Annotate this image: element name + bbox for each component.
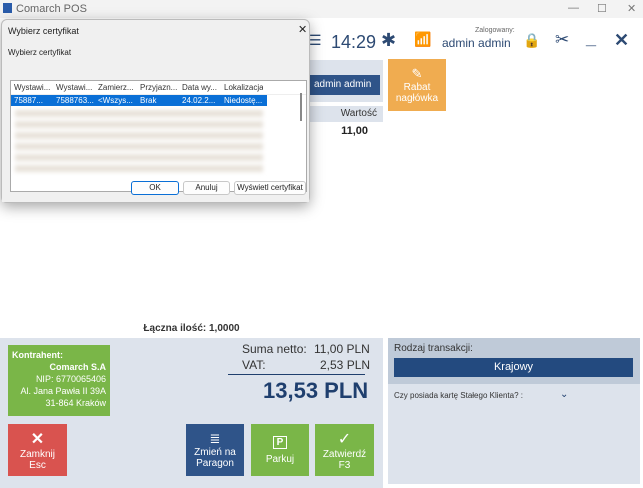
column-header[interactable]: Zamierz...: [98, 83, 134, 92]
change-label: Zmień na: [194, 447, 236, 458]
dialog-close-icon[interactable]: ✕: [298, 24, 308, 36]
rabat-naglowka-button[interactable]: ✎ Rabat nagłówka: [388, 59, 446, 111]
signal-icon[interactable]: 📶: [414, 31, 432, 47]
transaction-label: Rodzaj transakcji:: [394, 343, 473, 354]
tools-icon[interactable]: ✂: [555, 30, 570, 49]
column-header[interactable]: Wystawi...: [14, 83, 51, 92]
x-icon: ✕: [30, 431, 45, 448]
change-to-receipt-button[interactable]: ≣ Zmień na Paragon: [186, 424, 244, 476]
menu-icon[interactable]: ☰: [309, 32, 322, 48]
row-value[interactable]: 11,00: [341, 125, 368, 137]
user-panel: admin admin: [305, 60, 383, 102]
lock-icon[interactable]: 🔒: [523, 32, 541, 48]
contractor-address: Al. Jana Pawła II 39A: [20, 386, 106, 396]
maximize-window-button[interactable]: ☐: [597, 3, 607, 15]
cell: 7588763...: [56, 96, 94, 105]
document-icon: ≣: [209, 431, 221, 446]
contractor-label: Kontrahent:: [12, 350, 63, 360]
close-button[interactable]: ✕ Zamknij Esc: [8, 424, 67, 476]
change-label-2: Paragon: [196, 458, 234, 469]
col-value-header: Wartość: [305, 106, 383, 122]
app-titlebar: Comarch POS — ☐ ✕: [0, 0, 643, 18]
total-qty-label: Łączna ilość:: [143, 323, 207, 334]
park-button[interactable]: P Parkuj: [251, 424, 309, 476]
loyalty-card-label: Czy posiada kartę Stałego Klienta? :: [394, 391, 523, 400]
transaction-panel: Rodzaj transakcji: Krajowy Czy posiada k…: [388, 338, 640, 484]
summary-panel: Kontrahent: Comarch S.A NIP: 6770065406 …: [0, 338, 383, 488]
column-header[interactable]: Wystawi...: [56, 83, 93, 92]
divider: [228, 374, 365, 375]
network-icon[interactable]: ✱: [381, 30, 397, 50]
parking-icon: P: [272, 435, 288, 449]
logged-user: admin admin: [442, 36, 511, 50]
cell: 75887...: [14, 96, 43, 105]
certificate-list[interactable]: Wystawi... Wystawi... Zamierz... Przyjazn..…: [10, 80, 307, 192]
total-qty: Łączna ilość: 1,0000: [0, 320, 383, 338]
ok-button[interactable]: OK: [131, 181, 179, 195]
clock: 14:29: [331, 32, 377, 52]
vat-label: VAT:: [242, 358, 266, 372]
dialog-subtitle: Wybierz certyfikat: [8, 48, 72, 57]
dialog-title: Wybierz certyfikat: [8, 26, 79, 36]
close-key: Esc: [29, 460, 46, 471]
column-header[interactable]: Data wy...: [182, 83, 217, 92]
minimize-icon[interactable]: _: [586, 28, 597, 48]
certificate-row-selected[interactable]: 75887... 7588763... <Wszys... Brak 24.02.2..…: [11, 95, 267, 106]
minimize-window-button[interactable]: —: [568, 2, 579, 14]
contractor-name: Comarch S.A: [49, 362, 106, 372]
contractor-nip: NIP: 6770065406: [35, 374, 106, 384]
transaction-type-button[interactable]: Krajowy: [394, 358, 633, 377]
contractor-city: 31-864 Kraków: [45, 398, 106, 408]
total-value: 13,53 PLN: [263, 378, 369, 403]
column-header[interactable]: Lokalizacja: [224, 83, 263, 92]
netto-label: Suma netto:: [242, 342, 307, 356]
list-scrollbar[interactable]: [300, 93, 302, 121]
contractor-card[interactable]: Kontrahent: Comarch S.A NIP: 6770065406 …: [8, 345, 110, 416]
logged-label: Zalogowany:: [475, 27, 515, 34]
app-logo-icon: [3, 3, 12, 13]
blurred-rows: [11, 110, 267, 172]
netto-value: 11,00 PLN: [314, 342, 370, 356]
discount-doc-icon: ✎: [411, 66, 423, 81]
confirm-button[interactable]: ✓ Zatwierdź F3: [315, 424, 374, 476]
close-label: Zamknij: [19, 449, 55, 460]
check-icon: ✓: [337, 431, 352, 448]
confirm-label: Zatwierdź: [322, 449, 367, 460]
cell: <Wszys...: [98, 96, 133, 105]
cell: Brak: [140, 96, 157, 105]
park-label: Parkuj: [265, 453, 295, 465]
vat-value: 2,53 PLN: [320, 358, 371, 372]
cancel-button[interactable]: Anuluj: [183, 181, 230, 195]
close-window-button[interactable]: ✕: [627, 3, 637, 15]
total-qty-value: 1,0000: [209, 323, 240, 334]
loyalty-card-dropdown[interactable]: ⌄: [560, 389, 569, 400]
cell: 24.02.2...: [182, 96, 216, 105]
app-title: Comarch POS: [16, 3, 87, 15]
user-button[interactable]: admin admin: [310, 75, 380, 95]
rabat-label: Rabat nagłówka: [395, 82, 439, 104]
certificate-dialog: Wybierz certyfikat ✕ Wybierz certyfikat …: [1, 19, 310, 203]
view-certificate-button[interactable]: Wyświetl certyfikat: [234, 181, 306, 195]
confirm-key: F3: [338, 460, 351, 471]
cell: Niedostę...: [224, 96, 263, 105]
close-app-icon[interactable]: ✕: [614, 30, 630, 50]
column-header[interactable]: Przyjazn...: [140, 83, 178, 92]
